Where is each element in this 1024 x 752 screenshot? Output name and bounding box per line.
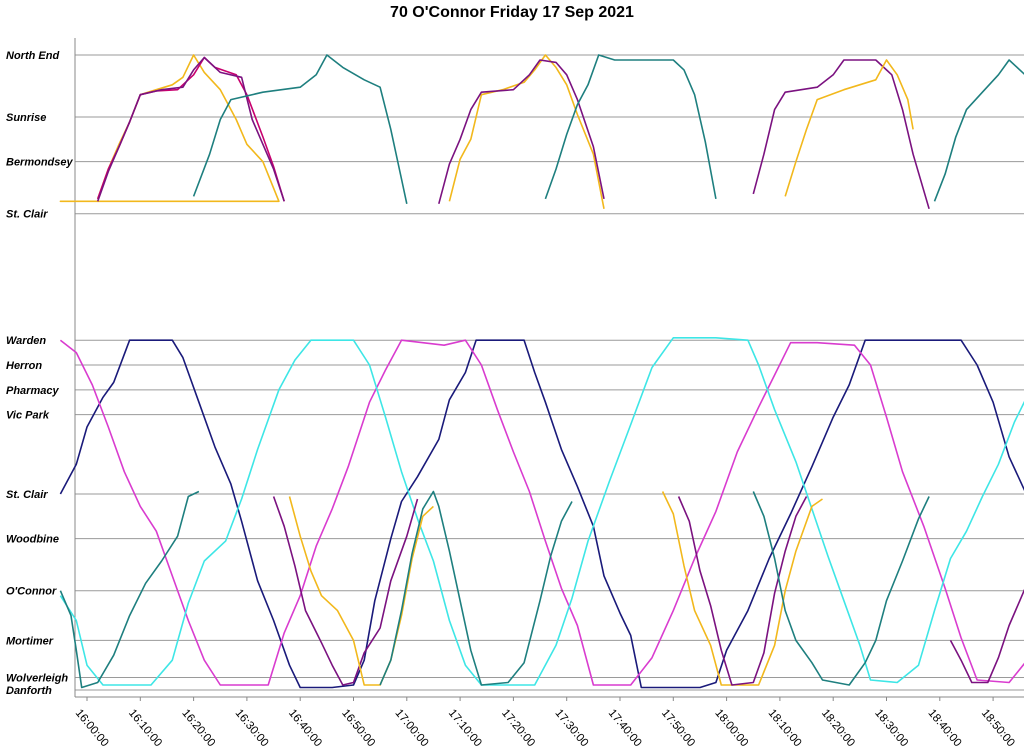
x-tick-label-11: 17:50:00 — [659, 707, 697, 749]
x-tick-label-17: 18:50:00 — [979, 707, 1017, 749]
series-line-16 — [379, 490, 573, 686]
x-tick-label-9: 17:30:00 — [552, 707, 590, 749]
series-line-2 — [96, 56, 285, 202]
series-line-5 — [438, 59, 605, 205]
stop-label-9: Woodbine — [6, 534, 59, 546]
grid-lines — [75, 54, 1024, 691]
series-line-4 — [448, 54, 605, 209]
stop-label-5: Herron — [6, 360, 42, 372]
series-line-14 — [272, 496, 419, 686]
stop-label-12: Wolverleigh — [6, 673, 68, 685]
x-tick-label-14: 18:20:00 — [819, 707, 857, 749]
stop-label-7: Vic Park — [6, 410, 50, 422]
x-tick-label-4: 16:40:00 — [286, 707, 324, 749]
stop-label-8: St. Clair — [6, 489, 48, 501]
x-tick-label-8: 17:20:00 — [499, 707, 537, 749]
x-tick-label-5: 16:50:00 — [339, 707, 377, 749]
x-tick-label-6: 17:00:00 — [393, 707, 431, 749]
series-line-19 — [752, 491, 930, 686]
stop-label-10: O'Connor — [6, 586, 57, 598]
x-tick-label-7: 17:10:00 — [446, 707, 484, 749]
series-line-7 — [752, 59, 930, 210]
x-tick-label-12: 18:00:00 — [712, 707, 750, 749]
stop-label-11: Mortimer — [6, 635, 54, 647]
x-tick-label-3: 16:30:00 — [233, 707, 271, 749]
stop-label-1: Sunrise — [6, 112, 46, 124]
stop-label-6: Pharmacy — [6, 385, 59, 397]
x-tick-label-13: 18:10:00 — [766, 707, 804, 749]
chart-title: 70 O'Connor Friday 17 Sep 2021 — [390, 4, 634, 21]
x-tick-label-2: 16:20:00 — [179, 707, 217, 749]
stop-label-0: North End — [6, 50, 59, 62]
stop-label-3: St. Clair — [6, 209, 48, 221]
series-line-15 — [288, 496, 434, 686]
time-tick-labels: 16:00:00 16:10:00 16:20:00 16:30:00 16:40:00… — [73, 697, 1017, 749]
series-line-9 — [933, 59, 1024, 202]
series-line-8 — [784, 59, 914, 197]
x-tick-label-15: 18:30:00 — [872, 707, 910, 749]
series-line-12 — [59, 336, 1024, 686]
x-tick-label-1: 16:10:00 — [126, 707, 164, 749]
series-line-13 — [59, 490, 200, 689]
stop-label-4: Warden — [6, 335, 46, 347]
series-line-10 — [59, 339, 1024, 689]
series-line-3 — [192, 54, 408, 204]
series-line-18 — [677, 496, 808, 686]
series-line-11 — [59, 339, 1024, 686]
series-line-17 — [661, 491, 823, 686]
series-line-6 — [544, 54, 717, 200]
x-tick-label-10: 17:40:00 — [606, 707, 644, 749]
series-line-0 — [59, 54, 280, 203]
x-tick-label-0: 16:00:00 — [73, 707, 111, 749]
x-tick-label-16: 18:40:00 — [926, 707, 964, 749]
series-lines — [59, 54, 1024, 689]
stop-label-2: Bermondsey — [6, 157, 74, 169]
stop-label-13: Danforth — [6, 685, 52, 697]
series-line-20 — [949, 588, 1024, 684]
stop-labels: North End Sunrise Bermondsey St. Clair Warde… — [6, 50, 74, 697]
